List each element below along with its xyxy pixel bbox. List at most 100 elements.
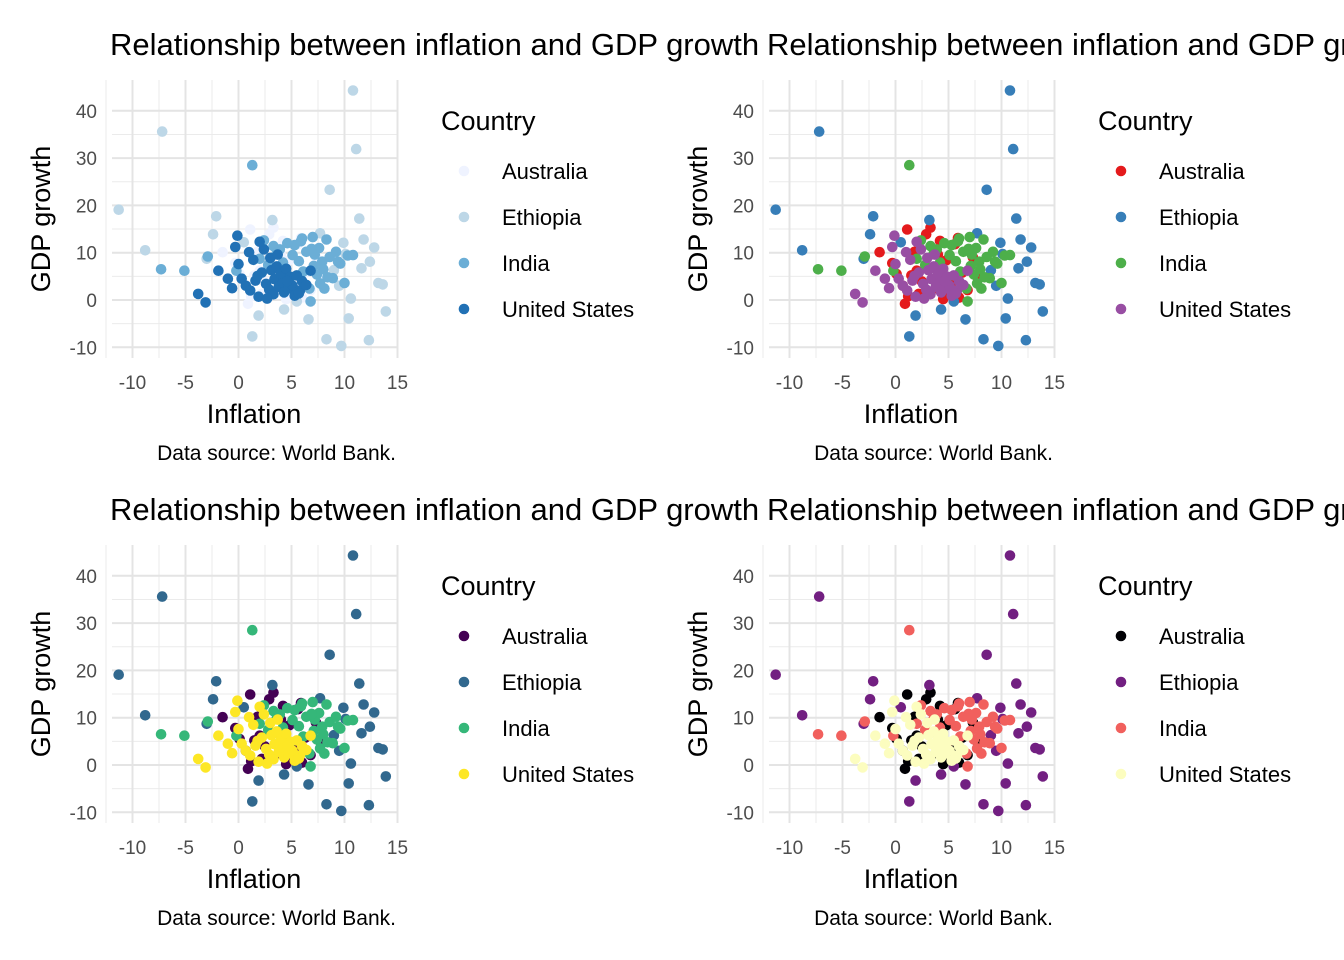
point-united-states <box>870 730 881 741</box>
x-axis-title: Inflation <box>864 399 959 429</box>
x-tick-label: -10 <box>119 373 146 394</box>
point-ethiopia <box>324 649 336 661</box>
point-ethiopia <box>960 314 971 325</box>
legend-key <box>458 211 470 223</box>
x-tick-label: 5 <box>943 373 954 394</box>
point-united-states <box>918 758 930 769</box>
y-tick-label: 10 <box>76 709 97 730</box>
legend-label: Ethiopia <box>502 205 582 230</box>
point-india <box>836 730 847 741</box>
legend-key <box>1115 211 1127 223</box>
legend-label: Australia <box>1159 624 1245 649</box>
legend-key <box>1115 303 1127 315</box>
point-ethiopia <box>924 679 935 691</box>
x-tick-label: 15 <box>387 373 408 394</box>
legend-item: United States <box>1115 762 1291 787</box>
point-ethiopia <box>981 184 992 196</box>
x-tick-label: 10 <box>991 373 1012 394</box>
legend-item: India <box>1115 716 1207 741</box>
point-ethiopia <box>1021 256 1033 268</box>
chart-title: Relationship between inflation and GDP g… <box>767 27 1344 62</box>
point-ethiopia <box>247 331 258 342</box>
point-ethiopia <box>1013 263 1024 274</box>
point-ethiopia <box>207 229 219 240</box>
point-ethiopia <box>1015 234 1026 245</box>
x-tick-label: 15 <box>1044 373 1065 394</box>
y-tick-labels: -10 0 10 20 30 40 <box>70 102 97 359</box>
legend-key <box>1115 165 1127 177</box>
point-united-states <box>890 258 901 270</box>
point-united-states <box>272 714 284 725</box>
point-ethiopia <box>864 229 876 240</box>
x-tick-label: -5 <box>177 838 194 859</box>
legend-item: India <box>458 251 550 276</box>
point-india <box>964 696 975 708</box>
y-tick-label: 10 <box>733 709 754 730</box>
point-united-states <box>254 701 265 713</box>
point-india <box>347 249 359 261</box>
point-india <box>318 264 329 275</box>
point-ethiopia <box>1037 306 1049 317</box>
point-ethiopia <box>935 304 947 315</box>
point-united-states <box>200 297 211 308</box>
point-ethiopia <box>895 702 907 713</box>
y-tick-label: -10 <box>727 803 754 824</box>
y-tick-label: -10 <box>70 338 97 359</box>
point-united-states <box>261 758 273 769</box>
y-tick-label: 30 <box>76 614 97 635</box>
point-india <box>314 278 326 289</box>
y-tick-label: -10 <box>727 338 754 359</box>
point-ethiopia <box>278 304 290 315</box>
chart-title: Relationship between inflation and GDP g… <box>110 492 759 527</box>
point-australia <box>901 224 913 235</box>
x-tick-label: 15 <box>1044 838 1065 859</box>
point-ethiopia <box>210 211 222 222</box>
point-india <box>306 708 317 720</box>
point-united-states <box>887 241 898 253</box>
legend-key <box>1115 722 1127 734</box>
point-united-states <box>918 293 930 304</box>
point-united-states <box>879 273 891 285</box>
point-ethiopia <box>210 676 222 687</box>
point-united-states <box>883 282 895 294</box>
legend-item: Ethiopia <box>458 205 582 230</box>
point-india <box>1004 249 1016 261</box>
x-tick-label: -10 <box>119 838 146 859</box>
point-ethiopia <box>1025 707 1037 718</box>
legend-item: India <box>458 716 550 741</box>
point-united-states <box>252 270 263 282</box>
point-india <box>996 742 1007 754</box>
x-tick-labels: -10 -5 0 5 10 15 <box>776 838 1065 859</box>
point-ethiopia <box>910 310 921 321</box>
point-india <box>971 743 983 754</box>
y-tick-label: 0 <box>86 291 97 312</box>
point-united-states <box>272 249 284 260</box>
point-united-states <box>301 744 312 756</box>
y-tick-label: 20 <box>733 661 754 682</box>
point-united-states <box>252 735 263 747</box>
y-axis-title: GDP growth <box>26 146 56 293</box>
point-united-states <box>280 263 292 275</box>
point-ethiopia <box>350 143 362 155</box>
point-india <box>989 256 1001 268</box>
point-united-states <box>937 263 949 275</box>
x-tick-labels: -10 -5 0 5 10 15 <box>776 373 1065 394</box>
point-australia <box>874 711 885 723</box>
point-united-states <box>887 706 898 718</box>
y-axis-title: GDP growth <box>683 146 713 293</box>
point-united-states <box>253 756 264 767</box>
legend-key <box>1115 676 1127 688</box>
point-india <box>332 256 344 268</box>
point-ethiopia <box>343 778 355 789</box>
point-united-states <box>857 297 868 308</box>
point-india <box>339 277 350 289</box>
point-united-states <box>900 711 912 723</box>
caption: Data source: World Bank. <box>157 907 396 930</box>
scatter-panel-4: -10 -5 0 5 10 15 -10 0 10 20 30 40 Inflation GDP grow… <box>683 492 1344 930</box>
point-india <box>307 231 319 243</box>
point-ethiopia <box>904 331 915 342</box>
point-india <box>321 234 332 245</box>
y-tick-labels: -10 0 10 20 30 40 <box>70 567 97 825</box>
x-tick-labels: -10 -5 0 5 10 15 <box>119 838 408 859</box>
point-united-states <box>226 747 238 759</box>
